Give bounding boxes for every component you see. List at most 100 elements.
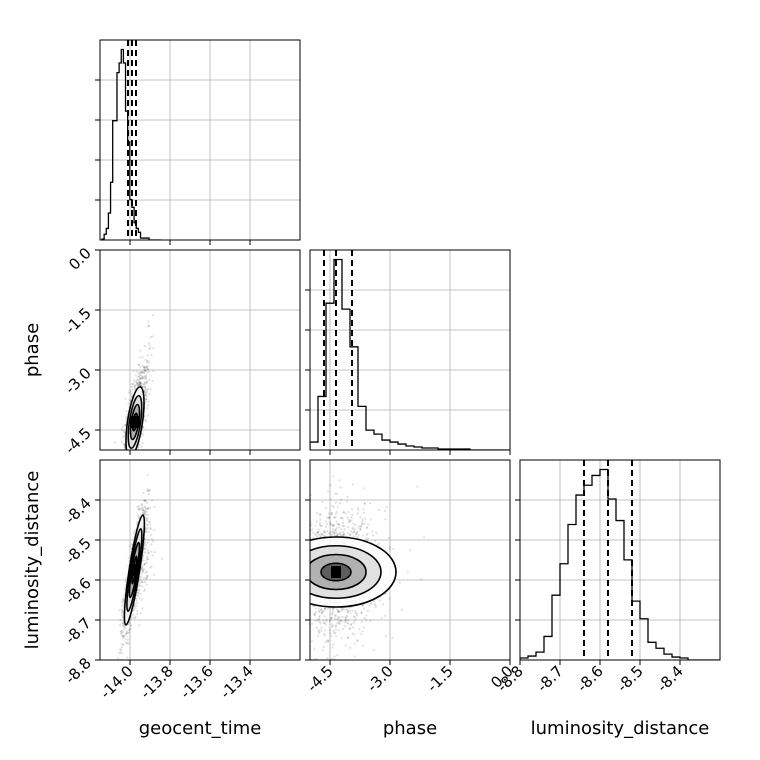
- sample-point: [147, 549, 150, 552]
- sample-point: [144, 344, 147, 348]
- sample-point: [334, 628, 337, 631]
- sample-point: [330, 616, 333, 619]
- sample-point: [354, 535, 357, 538]
- sample-point: [286, 570, 288, 572]
- sample-point: [122, 609, 125, 612]
- sample-point: [361, 604, 364, 607]
- sample-point: [358, 524, 361, 528]
- sample-point: [339, 528, 342, 531]
- sample-point: [141, 607, 144, 610]
- sample-point: [354, 610, 357, 613]
- sample-point: [400, 608, 404, 611]
- sample-point: [146, 390, 149, 394]
- sample-point: [335, 608, 339, 611]
- sample-point: [145, 558, 148, 561]
- sample-point: [145, 365, 148, 368]
- sample-point: [140, 383, 143, 386]
- sample-point: [330, 657, 333, 660]
- sample-point: [143, 568, 146, 571]
- sample-point: [350, 622, 353, 626]
- sample-point: [121, 621, 125, 624]
- sample-point: [124, 642, 128, 645]
- sample-point: [139, 612, 142, 615]
- sample-point: [337, 532, 340, 536]
- sample-point: [351, 662, 353, 664]
- sample-point: [143, 577, 146, 580]
- sample-point: [147, 507, 150, 511]
- sample-point: [318, 521, 322, 525]
- sample-point: [302, 551, 304, 553]
- sample-point: [143, 588, 147, 591]
- sample-point: [336, 533, 339, 536]
- sample-point: [152, 347, 155, 350]
- sample-point: [337, 629, 340, 632]
- sample-point: [144, 517, 147, 520]
- sample-point: [124, 484, 126, 486]
- sample-point: [146, 414, 149, 417]
- sample-point: [361, 518, 364, 521]
- sample-point: [139, 575, 143, 578]
- sample-point: [313, 613, 317, 616]
- sample-point: [327, 490, 330, 493]
- sample-point: [122, 625, 125, 628]
- sample-point: [140, 598, 143, 601]
- sample-point: [369, 619, 372, 622]
- sample-point: [336, 609, 340, 612]
- sample-point: [369, 518, 372, 521]
- sample-point: [327, 512, 331, 515]
- sample-point: [317, 618, 321, 621]
- sample-point: [314, 524, 317, 527]
- sample-point: [141, 565, 144, 568]
- sample-point: [137, 382, 140, 385]
- sample-point: [150, 550, 153, 553]
- sample-point: [151, 540, 154, 543]
- sample-point: [346, 516, 349, 519]
- sample-point: [361, 630, 364, 633]
- sample-point: [305, 594, 307, 596]
- sample-point: [348, 534, 352, 537]
- sample-point: [136, 609, 139, 612]
- sample-point: [122, 598, 125, 602]
- xlabel-geocent-time: geocent_time: [139, 718, 262, 739]
- sample-point: [318, 523, 322, 526]
- sample-point: [303, 504, 305, 506]
- sample-point: [300, 531, 302, 533]
- sample-point: [145, 519, 148, 522]
- sample-point: [284, 564, 286, 566]
- sample-point: [298, 565, 300, 567]
- sample-point: [147, 393, 151, 396]
- sample-point: [290, 555, 292, 557]
- sample-point: [144, 393, 147, 396]
- sample-point: [139, 578, 142, 581]
- sample-point: [341, 534, 345, 537]
- sample-point: [138, 356, 141, 359]
- sample-point: [335, 510, 338, 514]
- sample-point: [332, 524, 336, 527]
- sample-point: [355, 532, 359, 535]
- sample-point: [307, 562, 309, 564]
- sample-point: [117, 466, 119, 468]
- sample-point: [142, 559, 145, 562]
- sample-point: [134, 383, 137, 387]
- sample-point: [296, 574, 298, 576]
- sample-point: [346, 609, 349, 612]
- sample-point: [330, 623, 334, 626]
- x-tick-label: -1.5: [423, 662, 456, 695]
- sample-point: [139, 382, 142, 385]
- sample-point: [349, 646, 352, 649]
- sample-point: [132, 616, 135, 619]
- sample-point: [331, 527, 335, 531]
- sample-point: [338, 610, 341, 613]
- sample-point: [326, 639, 329, 642]
- sample-point: [135, 602, 139, 605]
- ticks: [129, 240, 251, 245]
- sample-point: [124, 424, 127, 427]
- sample-point: [126, 656, 129, 659]
- sample-point: [324, 525, 328, 528]
- sample-point: [144, 551, 147, 554]
- sample-point: [306, 530, 308, 532]
- sample-point: [332, 643, 335, 646]
- sample-point: [143, 377, 146, 380]
- sample-point: [146, 365, 149, 368]
